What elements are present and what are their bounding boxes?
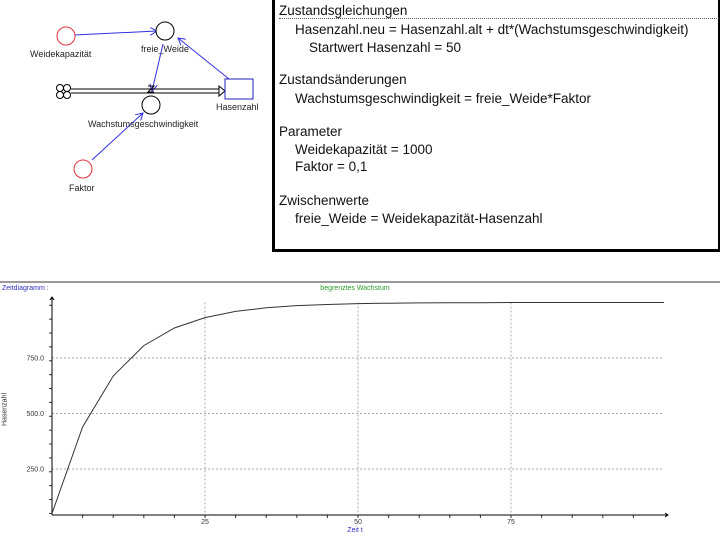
label-faktor: Faktor (69, 183, 95, 193)
link-faktor-wachstum[interactable] (91, 113, 143, 161)
y-axis-arrow-icon (49, 296, 55, 301)
link-freie-weide-wachstum[interactable] (152, 43, 164, 91)
heading-zustandsgleichungen: Zustandsgleichungen (279, 3, 719, 19)
equations-panel: Zustandsgleichungen Hasenzahl.neu = Hase… (272, 0, 720, 252)
panel-label: Zeitdiagramm : (2, 285, 49, 292)
node-hasenzahl-stock[interactable] (224, 78, 254, 100)
node-weidekapazitaet[interactable] (56, 26, 76, 46)
label-weidekapazitaet: Weidekapazität (30, 49, 92, 59)
node-wachstum[interactable] (141, 95, 161, 115)
link-hasenzahl-freie-weide[interactable] (178, 38, 230, 80)
x-tick-label: 75 (507, 519, 515, 526)
chart-separator (0, 281, 720, 283)
chart-title: begrenztes Wachstum (320, 285, 390, 292)
heading-parameter: Parameter (279, 124, 343, 139)
model-diagram (56, 21, 254, 179)
node-freie-weide[interactable] (155, 21, 175, 41)
flow-pipe[interactable] (71, 84, 226, 98)
link-weidekapazitaet-freie-weide[interactable] (73, 31, 157, 36)
cloud-source-icon (56, 84, 71, 99)
label-wachstum: Wachstumsgeschwindigkeit (88, 119, 199, 129)
heading-zwischenwerte: Zwischenwerte (279, 193, 370, 208)
y-tick-label: 500.0 (26, 411, 44, 418)
heading-zustandsaenderungen: Zustandsänderungen (279, 72, 407, 87)
y-tick-label: 250.0 (26, 467, 44, 474)
label-hasenzahl: Hasenzahl (216, 102, 259, 112)
series-line-hasenzahl (51, 302, 664, 514)
equation-line: Weidekapazität = 1000 (295, 142, 433, 157)
equation-line: Faktor = 0,1 (295, 159, 368, 174)
equation-line: freie_Weide = Weidekapazität-Hasenzahl (295, 211, 543, 226)
equation-line: Hasenzahl.neu = Hasenzahl.alt + dt*(Wach… (295, 22, 689, 37)
node-faktor[interactable] (73, 159, 93, 179)
equation-line: Wachstumsgeschwindigkeit = freie_Weide*F… (295, 91, 592, 106)
x-tick-label: 25 (201, 519, 209, 526)
x-tick-label: 50 (354, 519, 362, 526)
label-freie-weide: freie_Weide (141, 44, 189, 54)
x-axis-arrow-icon (664, 512, 669, 518)
start-value: Startwert Hasenzahl = 50 (309, 40, 461, 55)
x-axis-label: Zeit t (347, 527, 363, 534)
y-tick-label: 750.0 (26, 356, 44, 363)
